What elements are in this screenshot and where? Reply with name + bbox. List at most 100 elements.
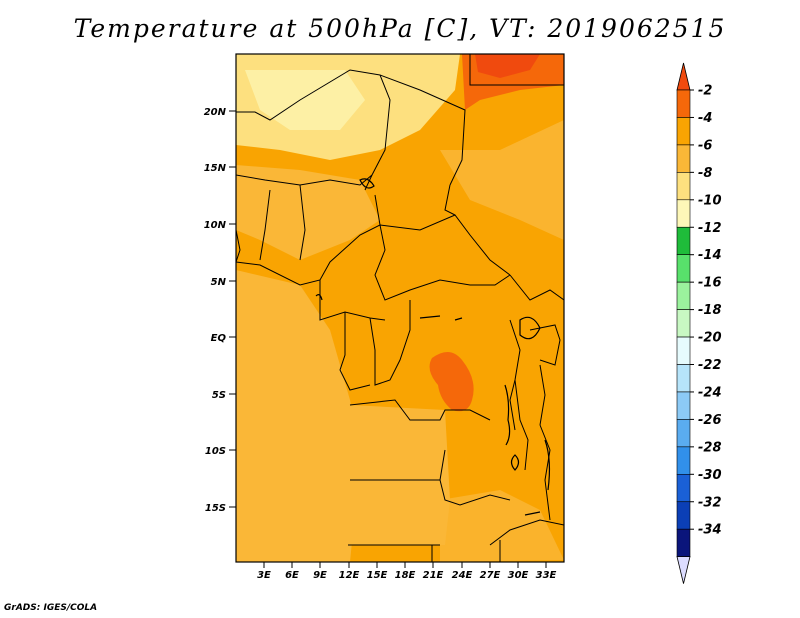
border-line [539,364,546,426]
colorbar-segment [676,89,691,118]
longitude-axis: 3E 6E 9E 12E 15E 18E 21E 24E 27E 30E 33E [257,562,557,581]
border-line [514,379,529,471]
colorbar-segment [676,501,691,530]
colorbar-label: -4 [698,111,712,126]
field-zone-northeast-core [475,54,540,78]
colorbar-label: -30 [698,468,722,483]
border-line [489,519,564,546]
colorbar-label: -24 [698,385,722,400]
colorbar-label: -10 [698,193,722,208]
colorbar-segment [676,528,691,557]
colorbar-label: -20 [698,331,722,346]
colorbar-segment [676,473,691,503]
colorbar-bottom-triangle [676,556,691,584]
colorbar-segment [676,281,691,310]
border-line [379,214,511,276]
colorbar-label: -32 [698,495,722,510]
lat-tick-label: 15S [205,503,226,514]
border-line [236,194,381,286]
lat-tick-label: 10N [204,220,227,231]
lon-tick-label: 33E [536,570,557,581]
lon-tick-label: 6E [285,570,299,581]
lake-outlines [315,178,551,516]
colorbar-segment [676,309,691,338]
island-outline [315,294,323,301]
lake-chad [359,178,375,189]
lon-tick-label: 15E [367,570,388,581]
border-line [439,449,511,506]
colorbar-label: -6 [698,138,712,153]
colorbar-top-triangle [676,62,691,91]
colorbar-segment [676,419,691,448]
lake-victoria [519,316,541,340]
border-line [364,74,391,191]
border-line [469,54,564,86]
colorbar-label: -28 [698,440,722,455]
colorbar-label: -16 [698,276,722,291]
field-zone-sahara [245,70,365,130]
colorbar-segment [676,199,691,228]
lat-tick-label: 15N [204,163,227,174]
river-marks [419,315,463,321]
colorbar-label: -2 [698,84,712,99]
lake-small [510,454,520,471]
lat-tick-label: 5N [211,277,227,288]
colorbar-label: -22 [698,358,722,373]
colorbar-label: -8 [698,166,712,181]
map-frame [235,53,565,563]
chart-title: Temperature at 500hPa [C], VT: 201906251… [73,14,727,43]
lon-tick-label: 27E [480,570,501,581]
lon-tick-label: 3E [257,570,271,581]
lon-tick-label: 21E [423,570,444,581]
border-line [369,300,411,386]
colorbar-label: -34 [698,523,722,538]
colorbar-label: -18 [698,303,722,318]
colorbar: -2 -4 -6 -8 -10 -12 -14 -16 -18 -20 -22 -24 -26 -28 -3… [676,62,722,584]
lon-tick-label: 30E [508,570,529,581]
colorbar-segment [676,254,691,283]
colorbar-label: -12 [698,221,722,236]
field-zone-sudan [440,120,564,240]
lon-tick-label: 12E [339,570,360,581]
colorbar-segment [676,364,691,393]
field-zone-sahel [236,165,380,260]
latitude-axis: 20N 15N 10N 5N EQ 5S 10S 15S [204,107,236,514]
colorbar-segment [676,446,691,475]
border-line [374,224,511,301]
border-line [539,424,551,521]
credit-text: GrADS: IGES/COLA [4,603,98,613]
border-line [259,189,271,261]
border-line [299,184,306,261]
lat-tick-label: 10S [205,446,226,457]
colorbar-segment [676,391,691,420]
country-borders [236,54,564,562]
colorbar-label: -26 [698,413,722,428]
border-line [236,229,241,263]
colorbar-segment [676,226,691,256]
colorbar-segment [676,172,691,201]
colorbar-label: -14 [698,248,722,263]
lon-tick-label: 18E [395,570,416,581]
lake-malawi [544,439,551,491]
colorbar-segment [676,336,691,365]
lon-tick-label: 9E [313,570,327,581]
lake-kariba [524,511,541,516]
lat-tick-label: EQ [211,333,227,344]
border-line [509,274,564,301]
border-line [444,184,456,216]
colorbar-segment [676,117,691,146]
lat-tick-label: 5S [212,390,226,401]
field-zone-south [440,490,564,562]
lake-tanganyika [504,384,511,446]
temperature-field [236,54,564,562]
lon-tick-label: 24E [452,570,473,581]
border-line [339,312,371,391]
field-zone-sw [236,270,360,562]
field-zone-angola [350,405,450,545]
border-line [236,69,466,186]
colorbar-segment [676,144,691,173]
border-line [349,399,491,421]
field-blob-congo [429,351,474,412]
lat-tick-label: 20N [204,107,227,118]
